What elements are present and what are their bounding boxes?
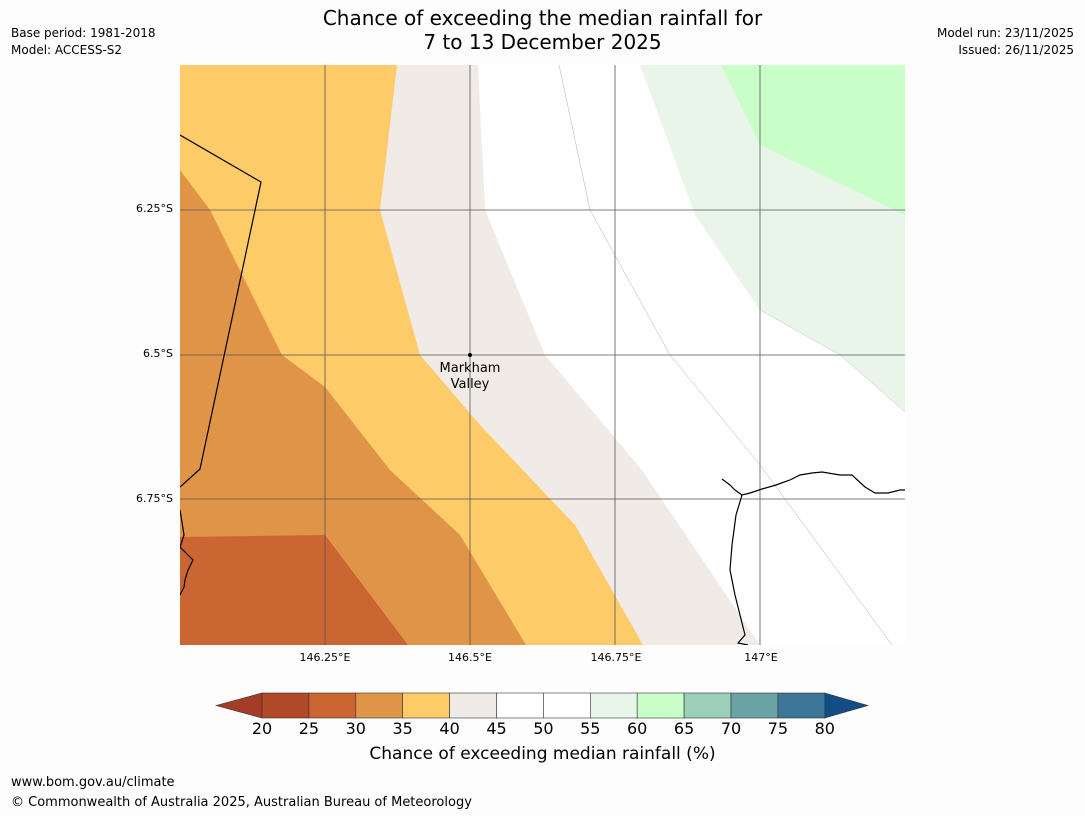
- colorbar: [214, 692, 870, 719]
- colorbar-cell: [355, 692, 404, 719]
- footer-copyright: © Commonwealth of Australia 2025, Austra…: [11, 795, 472, 810]
- colorbar-cell: [308, 692, 357, 719]
- base-period: Base period: 1981-2018: [11, 26, 156, 40]
- colorbar-tick-label: 25: [298, 719, 320, 738]
- colorbar-tick-label: 55: [580, 719, 601, 738]
- footer-url: www.bom.gov.au/climate: [11, 775, 175, 790]
- colorbar-tick-label: 40: [439, 719, 460, 738]
- colorbar-cell: [730, 692, 779, 719]
- colorbar-tick-label: 60: [627, 719, 648, 738]
- colorbar-tick-label: 50: [533, 719, 554, 738]
- colorbar-cell: [402, 692, 450, 719]
- lat-label-6-75: 6.75°S: [136, 492, 173, 505]
- colorbar-tick-label: 35: [392, 719, 413, 738]
- model-name: Model: ACCESS-S2: [11, 43, 123, 57]
- issued-date: Issued: 26/11/2025: [958, 43, 1074, 57]
- colorbar-tick-label: 30: [345, 719, 366, 738]
- colorbar-tick-label: 65: [673, 719, 695, 738]
- colorbar-cell: [543, 692, 591, 719]
- colorbar-cell: [777, 692, 826, 719]
- lon-label-146-5: 146.5°E: [448, 651, 492, 664]
- map-title: Chance of exceeding the median rainfall …: [0, 6, 1085, 54]
- place-marker: [468, 353, 472, 357]
- lon-label-146-25: 146.25°E: [299, 651, 351, 664]
- meta-right: Model run: 23/11/2025 Issued: 26/11/2025: [937, 25, 1074, 59]
- colorbar-cell: [261, 692, 310, 719]
- lat-label-6-25: 6.25°S: [136, 202, 173, 215]
- coastline-east: [721, 471, 905, 496]
- lon-label-147: 147°E: [744, 651, 778, 664]
- title-line-2: 7 to 13 December 2025: [423, 30, 662, 54]
- border-line: [180, 134, 262, 488]
- colorbar-tick-label: 45: [486, 719, 507, 738]
- colorbar-tick-label: 20: [251, 719, 273, 738]
- lon-label-146-75: 146.75°E: [590, 651, 642, 664]
- colorbar-label: Chance of exceeding median rainfall (%): [369, 744, 716, 764]
- place-label-line-2: Valley: [451, 377, 490, 392]
- model-run: Model run: 23/11/2025: [936, 26, 1074, 40]
- colorbar-cell: [449, 692, 497, 719]
- place-label-line-1: Markham: [440, 361, 501, 376]
- title-line-1: Chance of exceeding the median rainfall …: [322, 6, 763, 30]
- colorbar-cell: [683, 692, 732, 719]
- zone-60-65: [721, 65, 905, 215]
- rainfall-map: Markham Valley: [180, 65, 905, 645]
- coastline-gulf: [729, 494, 749, 645]
- colorbar-tick-label: 80: [814, 719, 835, 738]
- colorbar-cell: [636, 692, 685, 719]
- colorbar-arrow-high: [824, 692, 870, 719]
- colorbar-arrow-low: [214, 692, 263, 719]
- meta-left: Base period: 1981-2018 Model: ACCESS-S2: [11, 25, 156, 59]
- zone-25-30: [180, 535, 408, 645]
- colorbar-tick-label: 70: [720, 719, 742, 738]
- colorbar-cell: [496, 692, 544, 719]
- colorbar-cell: [589, 692, 638, 719]
- zone-30-35: [180, 170, 526, 645]
- coastline-west: [180, 509, 194, 596]
- colorbar-tick-label: 75: [767, 719, 789, 738]
- lat-label-6-5: 6.5°S: [143, 347, 173, 360]
